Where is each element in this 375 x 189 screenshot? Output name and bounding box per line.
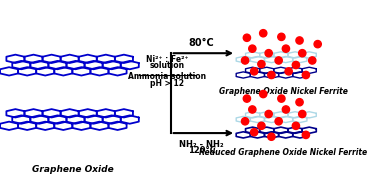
Circle shape bbox=[249, 45, 256, 52]
Text: 80°C: 80°C bbox=[189, 38, 214, 48]
Circle shape bbox=[268, 133, 275, 140]
Circle shape bbox=[242, 118, 249, 125]
Circle shape bbox=[298, 50, 306, 57]
Circle shape bbox=[296, 37, 303, 44]
Text: NH₂ - NH₂: NH₂ - NH₂ bbox=[179, 140, 224, 149]
Text: Ammonia solution: Ammonia solution bbox=[128, 72, 206, 81]
Circle shape bbox=[258, 122, 265, 129]
Circle shape bbox=[243, 95, 250, 102]
Text: solution: solution bbox=[150, 61, 184, 70]
Circle shape bbox=[302, 71, 309, 79]
Circle shape bbox=[309, 57, 316, 64]
Circle shape bbox=[278, 95, 285, 102]
Circle shape bbox=[251, 129, 258, 136]
Circle shape bbox=[314, 40, 321, 48]
Circle shape bbox=[243, 34, 250, 41]
Circle shape bbox=[285, 68, 292, 75]
Circle shape bbox=[265, 50, 272, 57]
Circle shape bbox=[298, 110, 306, 118]
Circle shape bbox=[258, 60, 265, 68]
Circle shape bbox=[275, 57, 282, 64]
Circle shape bbox=[260, 30, 267, 37]
Circle shape bbox=[275, 118, 282, 125]
Circle shape bbox=[282, 45, 290, 52]
Text: Reduced Graphene Oxide Nickel Ferrite: Reduced Graphene Oxide Nickel Ferrite bbox=[199, 148, 367, 157]
Circle shape bbox=[296, 99, 303, 106]
Circle shape bbox=[251, 68, 258, 75]
Circle shape bbox=[302, 131, 309, 139]
Text: pH > 12: pH > 12 bbox=[150, 79, 184, 88]
Text: Graphene Oxide: Graphene Oxide bbox=[32, 165, 114, 174]
Circle shape bbox=[292, 122, 300, 129]
Circle shape bbox=[260, 90, 267, 98]
Circle shape bbox=[249, 106, 256, 113]
Circle shape bbox=[265, 110, 272, 118]
Text: Graphene Oxide Nickel Ferrite: Graphene Oxide Nickel Ferrite bbox=[219, 87, 348, 96]
Circle shape bbox=[242, 57, 249, 64]
Circle shape bbox=[268, 71, 275, 79]
Text: 120°C: 120°C bbox=[188, 146, 216, 155]
Circle shape bbox=[282, 106, 290, 113]
Circle shape bbox=[292, 61, 300, 69]
Circle shape bbox=[278, 33, 285, 40]
Text: Ni²⁺ : Fe²⁺: Ni²⁺ : Fe²⁺ bbox=[146, 55, 188, 64]
